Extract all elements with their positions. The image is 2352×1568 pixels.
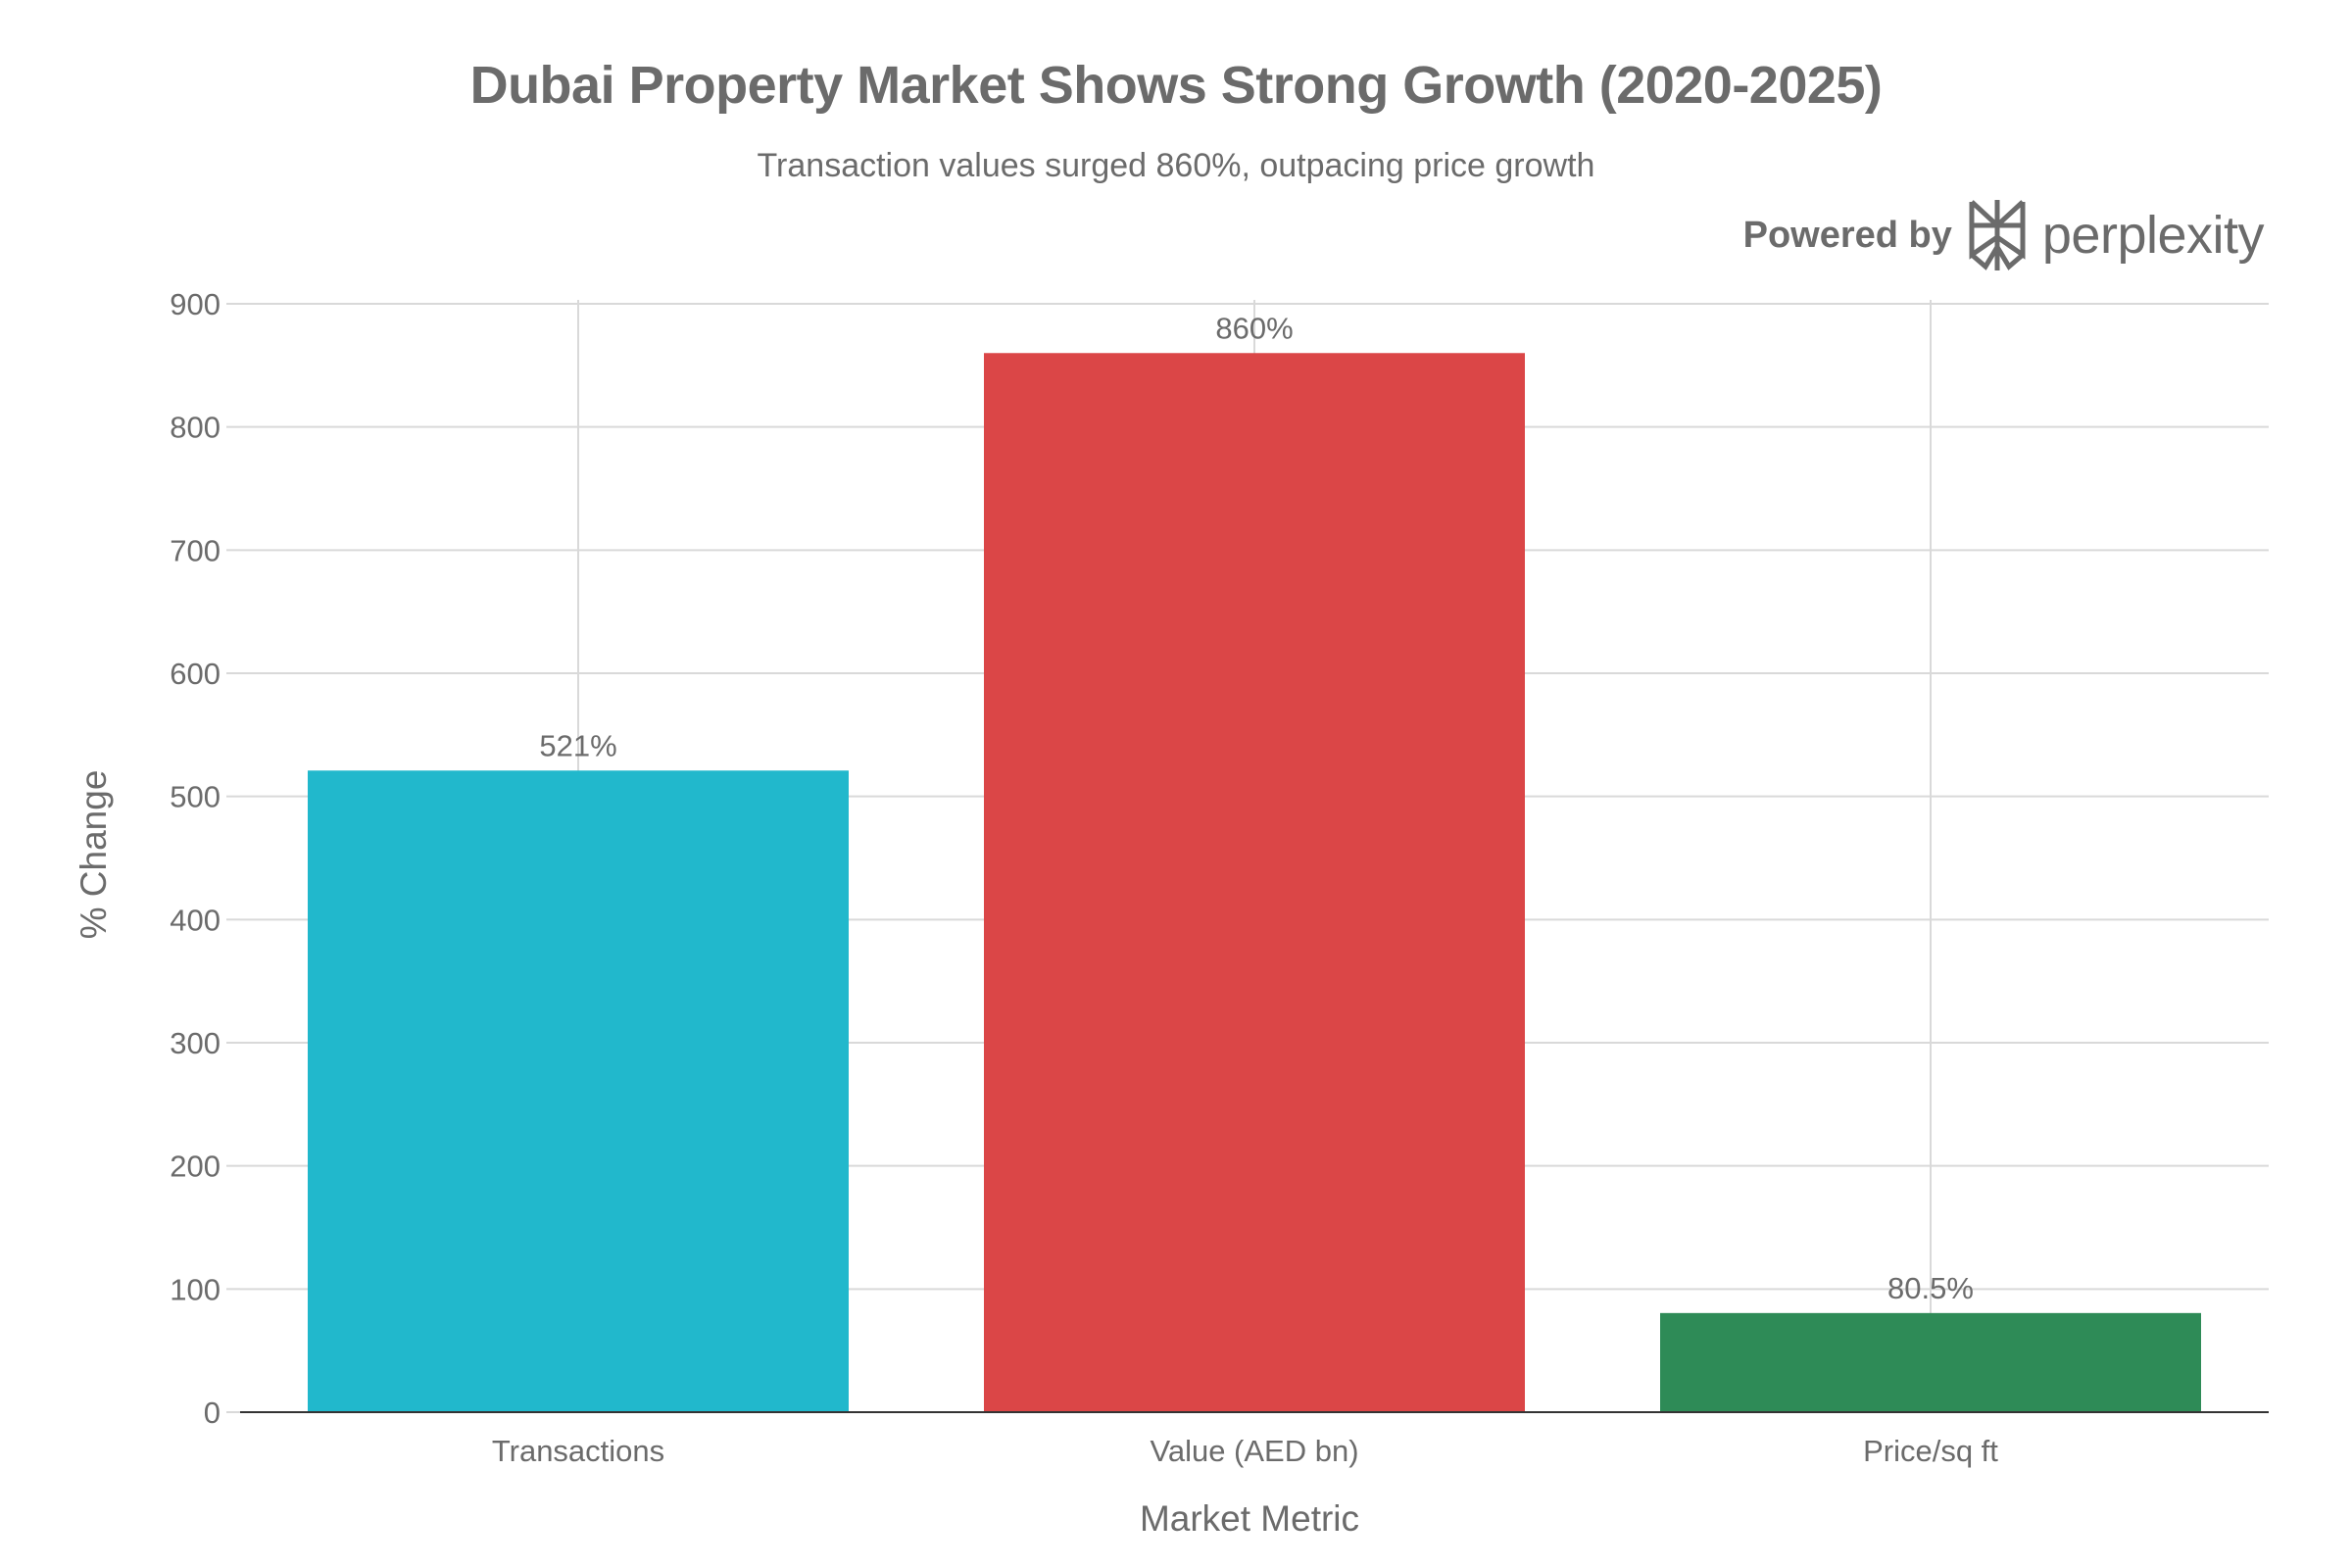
data-label: 80.5% xyxy=(1887,1271,1974,1305)
bar-transactions[interactable] xyxy=(308,770,849,1412)
y-tick-label: 0 xyxy=(204,1396,220,1430)
powered-by-label: Powered by xyxy=(1742,214,1952,256)
y-axis-title: % Change xyxy=(74,770,114,940)
y-tick-label: 200 xyxy=(170,1150,220,1184)
y-tick-label: 500 xyxy=(170,780,220,814)
y-tick-label: 300 xyxy=(170,1026,220,1060)
chart-subtitle: Transaction values surged 860%, outpacin… xyxy=(757,147,1595,184)
y-tick-label: 600 xyxy=(170,657,220,691)
x-tick-label: Transactions xyxy=(492,1434,664,1468)
bar-value-aed-bn[interactable] xyxy=(984,353,1525,1413)
y-tick-label: 100 xyxy=(170,1272,220,1306)
bar-series xyxy=(308,353,2201,1413)
data-label: 860% xyxy=(1215,311,1293,345)
x-axis-title: Market Metric xyxy=(1140,1498,1359,1539)
y-tick-label: 900 xyxy=(170,287,220,321)
chart-title: Dubai Property Market Shows Strong Growt… xyxy=(469,56,1883,115)
x-tick-label: Price/sq ft xyxy=(1863,1434,1998,1468)
x-tick-label: Value (AED bn) xyxy=(1150,1434,1358,1468)
bar-price-sq-ft[interactable] xyxy=(1660,1312,2201,1412)
perplexity-logo-icon xyxy=(1969,200,2026,270)
labels: 0 100 200 300 400 500 600 700 800 900 Transactions… xyxy=(170,287,1998,1468)
perplexity-brand: perplexity xyxy=(2041,206,2265,265)
y-tick-label: 800 xyxy=(170,411,220,445)
data-label: 521% xyxy=(539,728,616,762)
y-tick-label: 700 xyxy=(170,533,220,567)
y-tick-label: 400 xyxy=(170,903,220,937)
axes xyxy=(226,303,2269,1413)
powered-by-badge[interactable]: Powered by perplexity xyxy=(1742,196,2265,274)
